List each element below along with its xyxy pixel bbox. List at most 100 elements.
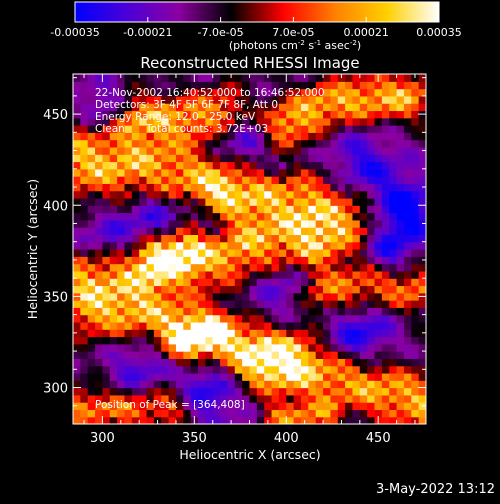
heatmap-cell (389, 227, 398, 236)
heatmap-cell (183, 183, 192, 192)
heatmap-cell (345, 81, 354, 90)
heatmap-cell (102, 263, 111, 272)
heatmap-cell (256, 270, 265, 279)
heatmap-cell (308, 110, 317, 119)
heatmap-cell (418, 314, 426, 323)
heatmap-cell (389, 219, 398, 228)
heatmap-cell (205, 351, 214, 359)
heatmap-cell (131, 402, 140, 411)
heatmap-cell (87, 132, 96, 141)
heatmap-cell (124, 300, 133, 308)
heatmap-cell (315, 234, 324, 243)
heatmap-cell (161, 263, 170, 272)
heatmap-cell (95, 365, 104, 374)
heatmap-cell (190, 234, 199, 243)
heatmap-cell (249, 351, 258, 359)
heatmap-cell (227, 103, 236, 112)
heatmap-cell (146, 154, 155, 163)
heatmap-cell (227, 190, 236, 199)
heatmap-cell (220, 409, 229, 418)
heatmap-cell (352, 394, 361, 403)
heatmap-cell (411, 336, 420, 345)
heatmap-cell (190, 249, 199, 257)
heatmap-cell (367, 234, 376, 243)
heatmap-cell (330, 74, 339, 82)
heatmap-cell (308, 402, 317, 411)
heatmap-cell (109, 380, 118, 389)
heatmap-cell (183, 351, 192, 359)
heatmap-cell (168, 125, 177, 133)
heatmap-cell (396, 95, 405, 104)
heatmap-cell (242, 168, 251, 177)
heatmap-cell (337, 249, 346, 257)
heatmap-cell (234, 205, 243, 214)
heatmap-cell (87, 285, 96, 294)
heatmap-cell (198, 278, 206, 287)
heatmap-cell (95, 197, 104, 206)
heatmap-cell (139, 249, 148, 257)
heatmap-cell (345, 409, 354, 418)
heatmap-cell (153, 409, 162, 418)
heatmap-cell (315, 227, 324, 236)
heatmap-cell (278, 292, 287, 301)
heatmap-cell (220, 270, 229, 279)
heatmap-cell (411, 351, 420, 359)
heatmap-cell (198, 139, 206, 148)
heatmap-cell (109, 307, 118, 316)
heatmap-cell (359, 81, 368, 90)
heatmap-cell (161, 139, 170, 148)
heatmap-cell (367, 125, 376, 133)
heatmap-cell (352, 74, 361, 82)
heatmap-cell (242, 270, 251, 279)
heatmap-cell (286, 321, 295, 330)
heatmap-cell (300, 88, 309, 97)
heatmap-cell (139, 88, 148, 97)
heatmap-cell (389, 81, 398, 90)
heatmap-cell (315, 394, 324, 403)
heatmap-cell (198, 263, 206, 272)
heatmap-cell (352, 176, 361, 184)
heatmap-cell (153, 81, 162, 90)
heatmap-cell (95, 263, 104, 272)
heatmap-cell (161, 154, 170, 163)
heatmap-cell (131, 197, 140, 206)
heatmap-cell (168, 88, 177, 97)
heatmap-cell (109, 365, 118, 374)
heatmap-cell (352, 110, 361, 119)
heatmap-cell (227, 146, 236, 155)
heatmap-cell (131, 314, 140, 323)
heatmap-cell (131, 125, 140, 133)
heatmap-cell (264, 212, 273, 221)
heatmap-cell (168, 270, 177, 279)
heatmap-cell (80, 314, 89, 323)
heatmap-cell (242, 190, 251, 199)
heatmap-cell (175, 95, 184, 104)
heatmap-cell (87, 416, 96, 424)
heatmap-cell (168, 197, 177, 206)
heatmap-cell (242, 256, 251, 265)
heatmap-cell (190, 212, 199, 221)
heatmap-cell (323, 278, 331, 287)
heatmap-cell (300, 329, 309, 338)
heatmap-cell (161, 234, 170, 243)
heatmap-cell (330, 183, 339, 192)
heatmap-cell (367, 227, 376, 236)
heatmap-cell (264, 176, 273, 184)
heatmap-cell (80, 227, 89, 236)
heatmap-cell (234, 197, 243, 206)
heatmap-cell (95, 161, 104, 170)
heatmap-cell (389, 278, 398, 287)
heatmap-cell (411, 343, 420, 352)
heatmap-cell (323, 117, 331, 126)
heatmap-cell (109, 95, 118, 104)
heatmap-cell (73, 241, 81, 250)
heatmap-cell (293, 300, 302, 308)
heatmap-cell (161, 190, 170, 199)
heatmap-cell (73, 139, 81, 148)
heatmap-cell (117, 409, 126, 418)
heatmap-cell (249, 263, 258, 272)
heatmap-cell (381, 154, 390, 163)
heatmap-cell (308, 241, 317, 250)
heatmap-cell (220, 321, 229, 330)
heatmap-cell (109, 358, 118, 367)
